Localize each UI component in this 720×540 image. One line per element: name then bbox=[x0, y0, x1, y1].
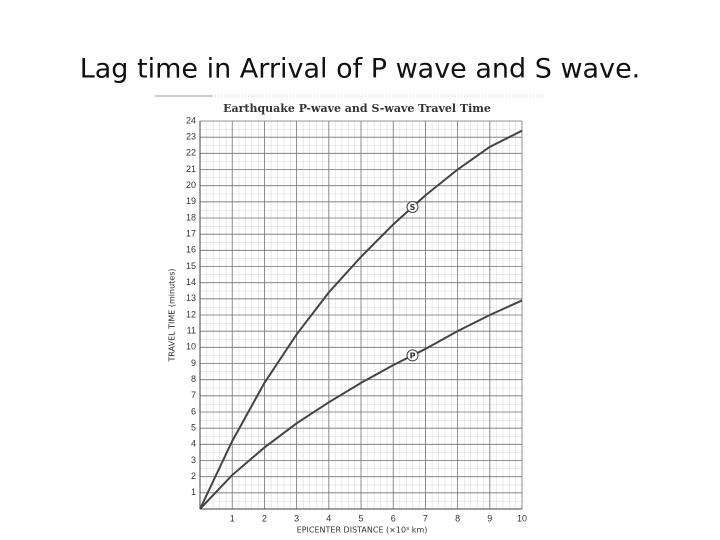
x-tick-label: 4 bbox=[326, 513, 331, 523]
y-tick-label: 8 bbox=[191, 374, 196, 384]
y-tick-label: 22 bbox=[186, 148, 196, 158]
slide-title: Lag time in Arrival of P wave and S wave… bbox=[80, 54, 641, 85]
x-tick-label: 9 bbox=[487, 513, 492, 523]
x-tick-label: 8 bbox=[455, 513, 460, 523]
x-tick-label: 10 bbox=[517, 513, 527, 523]
y-tick-label: 17 bbox=[186, 229, 196, 239]
line bbox=[199, 129, 523, 510]
y-tick-label: 7 bbox=[191, 390, 196, 400]
series-label: S bbox=[410, 203, 416, 212]
y-tick-label: 3 bbox=[191, 455, 196, 465]
series-label: P bbox=[410, 351, 416, 360]
y-tick-label: 11 bbox=[187, 326, 196, 336]
x-tick-label: 2 bbox=[262, 513, 267, 523]
y-tick-label: 23 bbox=[186, 132, 196, 142]
y-tick-label: 21 bbox=[186, 164, 196, 174]
y-tick-label: 1 bbox=[191, 487, 196, 497]
y-axis-label: TRAVEL TIME (minutes) bbox=[168, 269, 177, 363]
y-tick-label: 20 bbox=[186, 180, 196, 190]
x-tick-label: 1 bbox=[230, 513, 235, 523]
y-tick-label: 13 bbox=[186, 293, 196, 303]
y-tick-label: 19 bbox=[186, 196, 196, 206]
y-tick-label: 5 bbox=[191, 423, 196, 433]
y-tick-label: 16 bbox=[186, 245, 196, 255]
chart-title: Earthquake P-wave and S-wave Travel Time bbox=[223, 102, 491, 115]
x-tick-label: 6 bbox=[391, 513, 396, 523]
x-tick-label: 3 bbox=[294, 513, 299, 523]
label-circle bbox=[406, 349, 419, 362]
y-tick-label: 2 bbox=[191, 471, 196, 481]
y-tick-label: 18 bbox=[186, 212, 196, 222]
label-circle bbox=[406, 201, 419, 214]
y-tick-label: 24 bbox=[186, 115, 196, 125]
y-tick-label: 12 bbox=[186, 309, 196, 319]
y-tick-label: 14 bbox=[186, 277, 196, 287]
y-tick-label: 4 bbox=[191, 439, 196, 449]
y-tick-label: 15 bbox=[186, 261, 196, 271]
y-tick-label: 6 bbox=[191, 406, 196, 416]
line bbox=[199, 299, 523, 510]
x-tick-label: 5 bbox=[358, 513, 363, 523]
y-tick-label: 9 bbox=[191, 358, 196, 368]
y-tick-label: 10 bbox=[186, 342, 196, 352]
x-axis-label: EPICENTER DISTANCE (×10³ km) bbox=[297, 526, 428, 535]
x-tick-label: 7 bbox=[423, 513, 428, 523]
